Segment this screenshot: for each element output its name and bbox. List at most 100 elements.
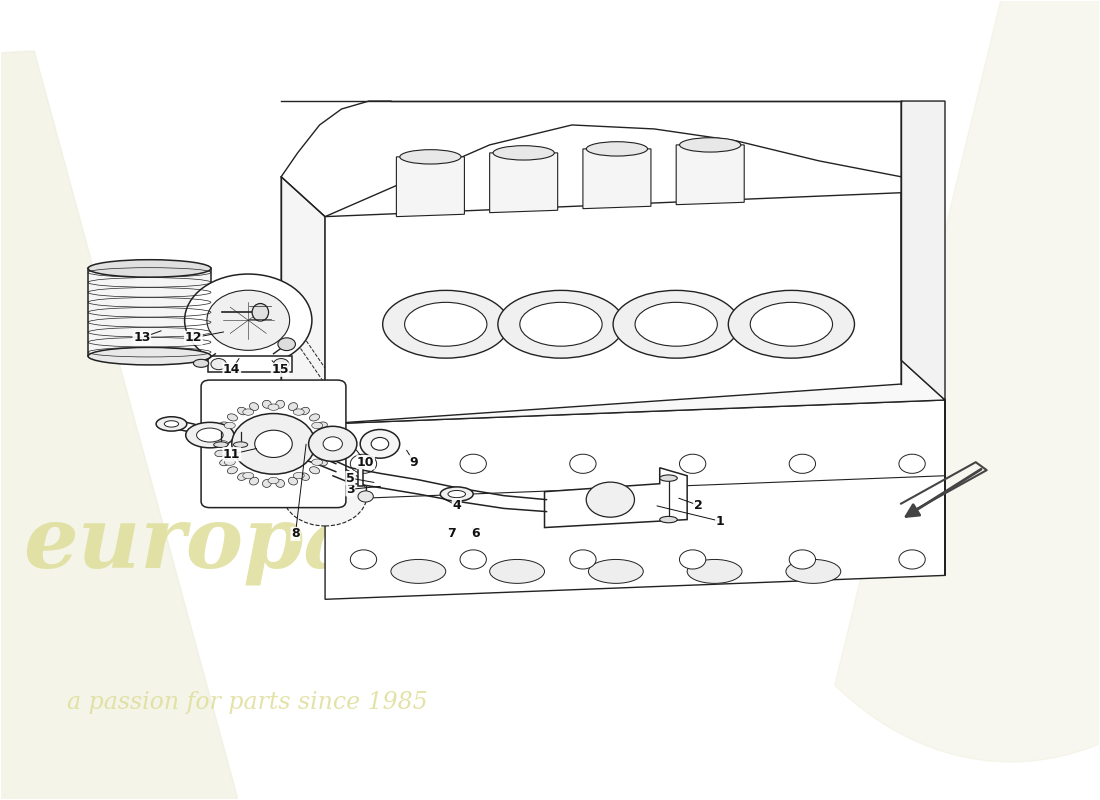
Circle shape [278,338,296,350]
Ellipse shape [399,150,461,164]
Bar [88,269,211,356]
Text: 12: 12 [185,331,202,344]
Ellipse shape [311,459,322,466]
Circle shape [350,550,376,569]
Ellipse shape [252,303,268,321]
Ellipse shape [321,450,332,457]
Text: a passion for parts since 1985: a passion for parts since 1985 [67,691,428,714]
Ellipse shape [311,422,322,429]
Circle shape [899,550,925,569]
Ellipse shape [197,428,223,442]
Ellipse shape [498,290,624,358]
Ellipse shape [613,290,739,358]
Ellipse shape [268,404,279,410]
Polygon shape [0,51,238,800]
Polygon shape [544,468,688,527]
Circle shape [789,550,815,569]
Circle shape [211,358,227,370]
Ellipse shape [220,459,230,466]
Text: 13: 13 [133,331,151,344]
Circle shape [680,454,706,474]
Polygon shape [208,356,293,372]
Ellipse shape [288,402,297,410]
Ellipse shape [224,422,235,429]
Circle shape [309,426,356,462]
Ellipse shape [213,441,224,447]
Ellipse shape [490,559,544,583]
Text: 10: 10 [356,456,374,469]
Ellipse shape [586,142,648,156]
Ellipse shape [276,479,285,487]
Circle shape [207,290,289,350]
Ellipse shape [680,138,740,152]
Text: 3: 3 [346,482,354,496]
Ellipse shape [785,559,840,583]
Ellipse shape [309,414,320,421]
Text: europarts: europarts [23,502,493,586]
Ellipse shape [317,422,328,429]
Ellipse shape [660,516,678,522]
Circle shape [185,274,312,366]
Ellipse shape [214,450,225,457]
Ellipse shape [88,260,211,278]
Ellipse shape [243,409,254,415]
Ellipse shape [213,442,228,447]
Text: 4: 4 [452,498,461,512]
Ellipse shape [405,302,487,346]
Text: 7: 7 [447,527,455,541]
Circle shape [255,430,293,458]
Text: 11: 11 [223,448,241,461]
Polygon shape [901,101,945,575]
Circle shape [358,491,373,502]
Ellipse shape [750,302,833,346]
Ellipse shape [383,290,509,358]
Circle shape [371,438,388,450]
Ellipse shape [250,402,258,410]
Text: 5: 5 [345,472,354,485]
Circle shape [232,414,316,474]
Text: 9: 9 [409,456,418,469]
Ellipse shape [323,441,333,447]
Circle shape [350,454,376,474]
Circle shape [680,550,706,569]
Polygon shape [282,177,326,424]
Polygon shape [282,360,945,424]
Ellipse shape [228,466,238,474]
Ellipse shape [493,146,554,160]
Ellipse shape [635,302,717,346]
Polygon shape [326,400,945,599]
Circle shape [570,454,596,474]
Ellipse shape [294,473,305,478]
Ellipse shape [300,407,309,414]
Ellipse shape [224,459,235,466]
Ellipse shape [390,559,446,583]
Ellipse shape [276,400,285,408]
Ellipse shape [317,459,328,466]
Ellipse shape [228,414,238,421]
Ellipse shape [294,409,305,415]
Circle shape [460,550,486,569]
Ellipse shape [588,559,643,583]
Text: 6: 6 [471,527,480,541]
Ellipse shape [321,431,332,438]
Ellipse shape [156,417,187,431]
Ellipse shape [233,442,248,447]
Ellipse shape [88,347,211,365]
FancyBboxPatch shape [201,380,345,508]
Ellipse shape [728,290,855,358]
Circle shape [460,454,486,474]
Polygon shape [676,145,745,205]
Text: 15: 15 [272,363,289,376]
Circle shape [284,466,366,526]
Ellipse shape [238,407,248,414]
Circle shape [789,454,815,474]
Ellipse shape [243,473,254,478]
Ellipse shape [220,422,230,429]
Ellipse shape [288,478,297,485]
Text: 8: 8 [292,527,300,541]
Text: 2: 2 [694,498,703,512]
Text: 14: 14 [223,363,241,376]
Polygon shape [490,153,558,213]
Ellipse shape [448,490,465,498]
Circle shape [360,430,399,458]
